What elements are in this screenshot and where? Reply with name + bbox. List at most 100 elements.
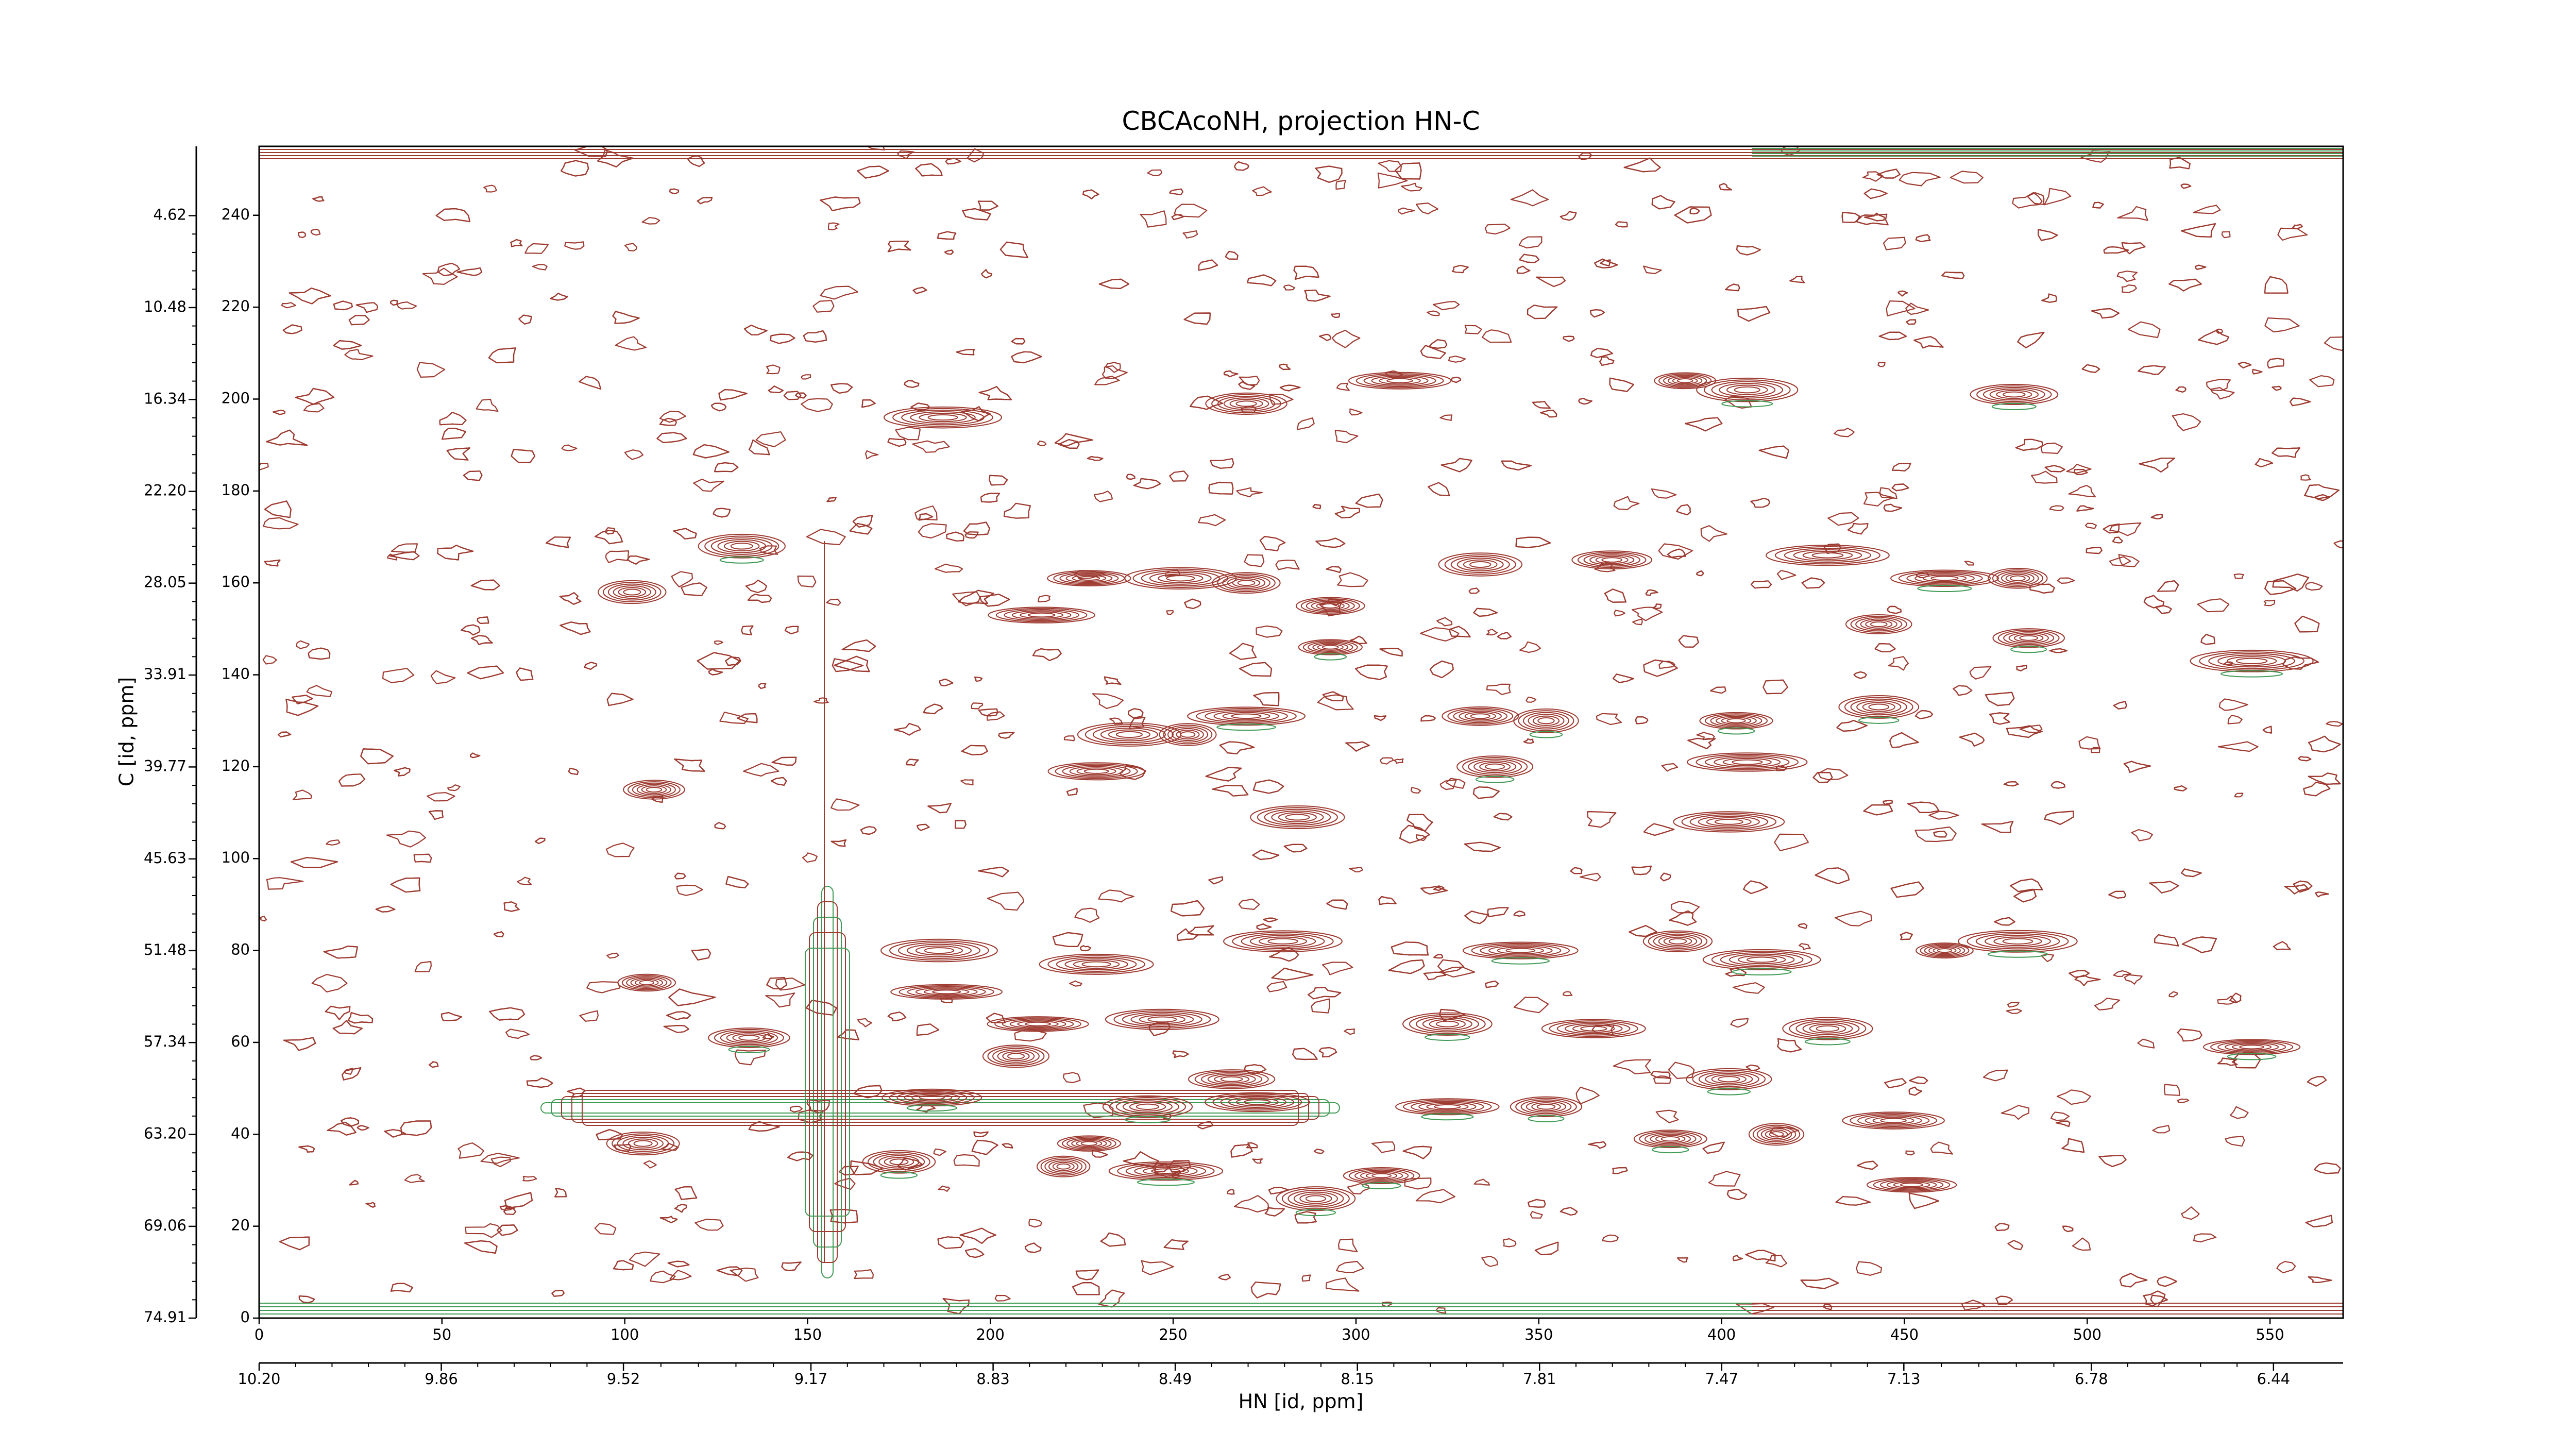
contour-ring	[1064, 958, 1128, 971]
noise-contour	[1629, 925, 1657, 937]
noise-contour	[469, 752, 481, 759]
contour-ring	[911, 1093, 953, 1102]
contour-ring	[720, 1030, 778, 1046]
negative-ring	[1858, 716, 1900, 724]
contour-ring	[1488, 945, 1553, 956]
peak	[1205, 1092, 1310, 1113]
noise-contour	[2157, 580, 2179, 592]
noise-contour	[1464, 911, 1488, 924]
noise-contour	[1667, 548, 1686, 558]
noise-contour	[660, 1142, 679, 1151]
noise-contour	[1834, 427, 1855, 437]
contour-ring	[1039, 953, 1154, 975]
contour-ring	[1450, 556, 1510, 574]
noise-contour	[2229, 992, 2242, 1004]
contour-ring	[932, 989, 961, 995]
noise-contour	[944, 249, 954, 255]
noise-contour	[413, 853, 432, 863]
contour-ring	[982, 1044, 1050, 1068]
contour-ring	[613, 585, 651, 599]
noise-contour	[1292, 1048, 1318, 1060]
noise-contour	[1863, 188, 1888, 199]
contour-ring	[2208, 653, 2295, 669]
contour-ring	[1782, 1017, 1873, 1040]
noise-contour	[771, 777, 787, 786]
negative-ring	[1314, 653, 1347, 661]
contour-ring	[873, 1153, 925, 1171]
negative-ring	[1216, 723, 1276, 731]
noise-contour	[2113, 970, 2131, 977]
noise-contour	[384, 1129, 406, 1138]
noise-contour	[659, 1216, 678, 1223]
contour-ring	[1473, 760, 1517, 773]
noise-contour	[2108, 890, 2126, 899]
contour-ring	[1838, 695, 1920, 719]
noise-layer	[259, 146, 2343, 1315]
noise-contour	[857, 165, 889, 179]
noise-contour	[978, 386, 1012, 400]
noise-contour	[775, 978, 805, 991]
contour-ring	[1235, 1098, 1279, 1107]
contour-ring	[1025, 1021, 1052, 1026]
noise-contour	[1863, 492, 1894, 507]
noise-contour	[1818, 768, 1849, 781]
noise-contour	[1252, 779, 1284, 794]
noise-contour	[1378, 896, 1397, 905]
noise-contour	[264, 500, 292, 518]
contour-ring	[1108, 729, 1150, 740]
noise-contour	[490, 1156, 511, 1168]
contour-ring	[862, 1150, 936, 1174]
noise-contour	[650, 1270, 676, 1284]
contour-ring	[1438, 552, 1523, 577]
noise-contour	[281, 302, 296, 309]
noise-contour	[1604, 588, 1626, 603]
noise-contour	[857, 1018, 873, 1027]
noise-contour	[510, 239, 523, 247]
noise-contour	[1301, 1274, 1311, 1282]
noise-contour	[375, 905, 396, 913]
noise-contour	[1982, 1069, 2008, 1082]
contour-ring	[1702, 949, 1821, 971]
noise-contour	[1252, 849, 1280, 860]
noise-contour	[2121, 284, 2137, 293]
noise-contour	[1696, 570, 1704, 577]
contour-ring	[1360, 1171, 1403, 1181]
noise-contour	[1685, 417, 1723, 432]
contour-ring	[1442, 706, 1519, 726]
noise-contour	[568, 767, 579, 775]
noise-contour	[1348, 867, 1363, 872]
noise-contour	[946, 531, 964, 542]
noise-contour	[956, 349, 975, 356]
noise-contour	[1171, 900, 1205, 917]
noise-contour	[2084, 523, 2097, 529]
noise-contour	[1883, 503, 1903, 512]
contour-ring	[1734, 386, 1760, 394]
peak-layer	[598, 372, 2314, 1217]
peak	[1039, 953, 1154, 975]
contour-ring	[1343, 1167, 1420, 1185]
noise-contour	[447, 784, 461, 791]
noise-contour	[1959, 732, 1985, 747]
peak	[1037, 1155, 1091, 1177]
noise-contour	[476, 398, 499, 412]
y2-tick-label: 22.20	[144, 482, 187, 499]
noise-contour	[2056, 1089, 2091, 1105]
noise-contour	[2263, 599, 2276, 606]
contour-ring	[1556, 1021, 1631, 1036]
noise-contour	[1101, 365, 1128, 379]
noise-contour	[1308, 987, 1342, 1000]
contour-ring	[1205, 709, 1288, 723]
y2-tick-label: 74.91	[144, 1308, 187, 1326]
contour-ring	[1789, 1018, 1867, 1039]
peak	[1250, 805, 1345, 829]
noise-contour	[1394, 758, 1404, 764]
noise-contour	[1208, 876, 1223, 885]
noise-contour	[1239, 376, 1260, 385]
noise-contour	[1109, 717, 1123, 724]
contour-ring	[1059, 572, 1119, 584]
noise-contour	[659, 417, 677, 426]
peak	[1188, 1069, 1276, 1089]
noise-contour	[2193, 1233, 2217, 1243]
noise-contour	[1523, 738, 1534, 744]
noise-contour	[978, 386, 1012, 400]
